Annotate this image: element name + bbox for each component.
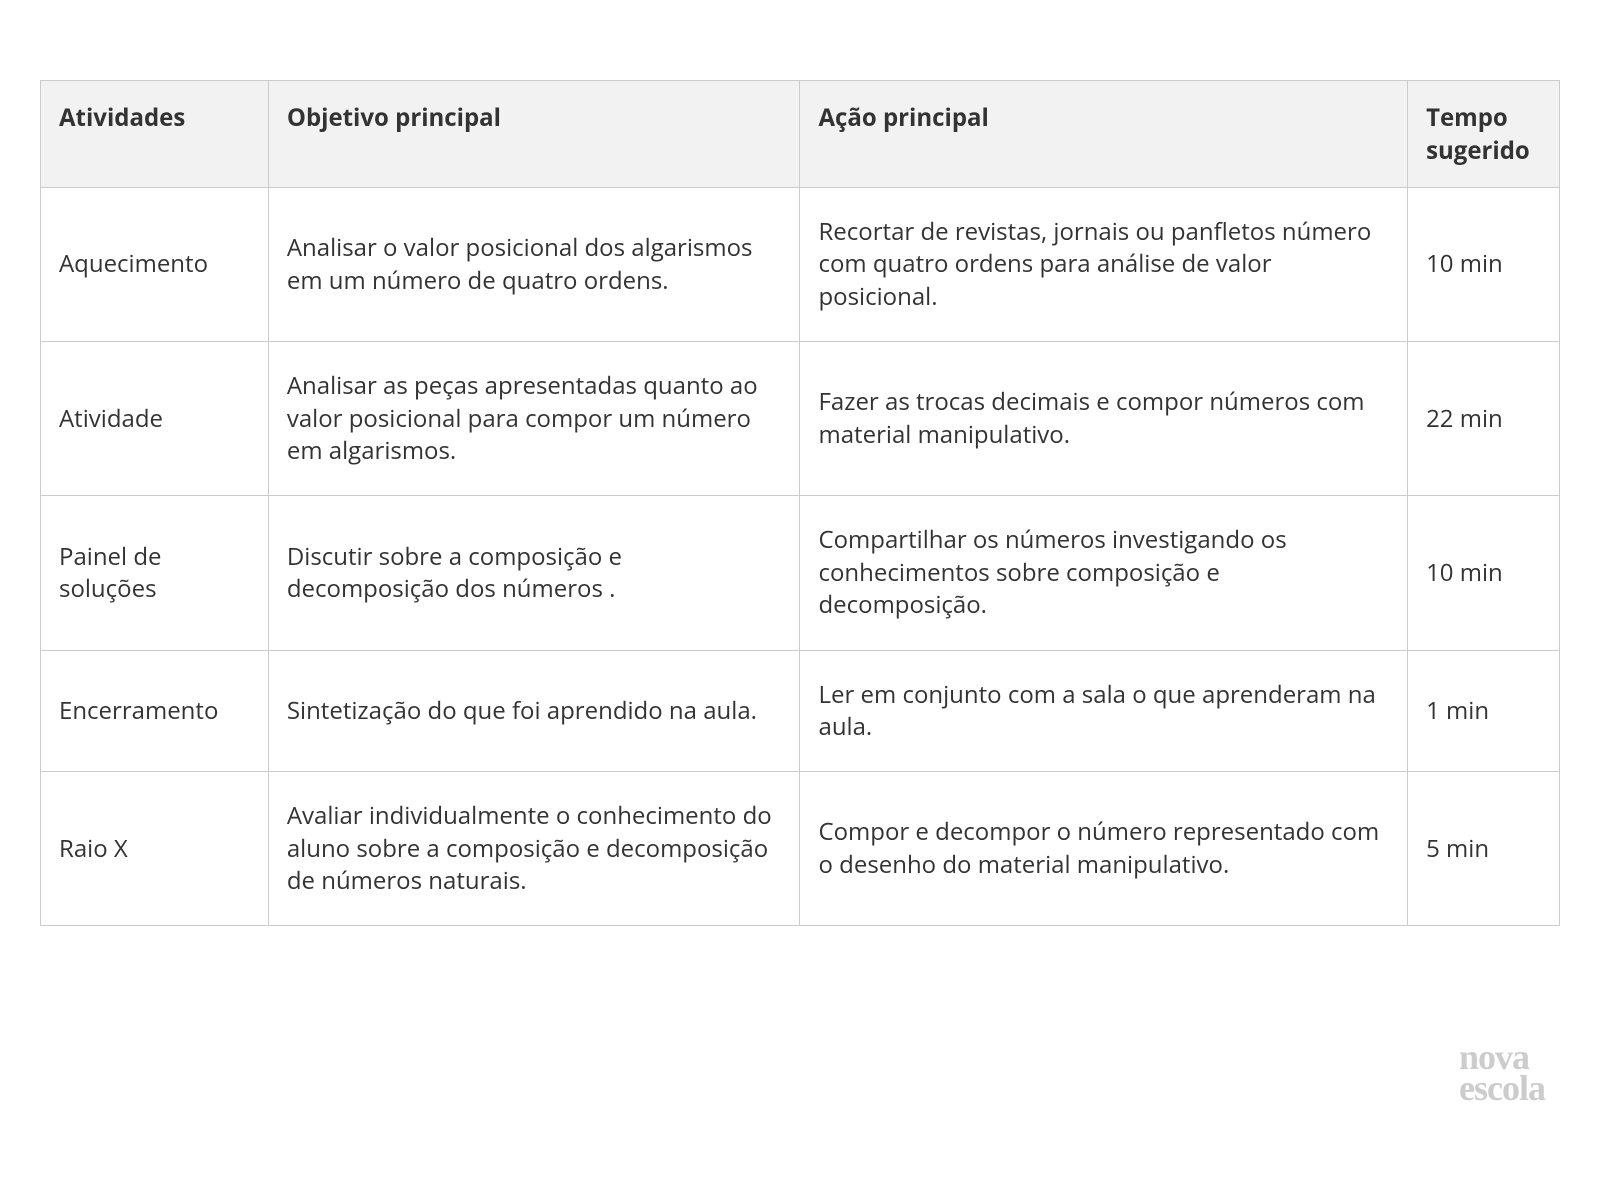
nova-escola-logo: nova escola <box>1459 1042 1545 1105</box>
table-row: Raio X Avaliar individualmente o conheci… <box>41 772 1560 926</box>
cell-tempo: 10 min <box>1408 496 1560 650</box>
cell-atividade: Raio X <box>41 772 269 926</box>
cell-objetivo: Analisar o valor posicional dos algarism… <box>268 188 800 342</box>
header-tempo: Tempo sugerido <box>1408 81 1560 188</box>
cell-acao: Compartilhar os números investigando os … <box>800 496 1408 650</box>
cell-atividade: Painel de soluções <box>41 496 269 650</box>
table-header-row: Atividades Objetivo principal Ação princ… <box>41 81 1560 188</box>
cell-acao: Recortar de revistas, jornais ou panflet… <box>800 188 1408 342</box>
cell-acao: Compor e decompor o número representado … <box>800 772 1408 926</box>
cell-atividade: Atividade <box>41 342 269 496</box>
cell-tempo: 22 min <box>1408 342 1560 496</box>
cell-atividade: Aquecimento <box>41 188 269 342</box>
table-row: Atividade Analisar as peças apresentadas… <box>41 342 1560 496</box>
header-acao: Ação principal <box>800 81 1408 188</box>
cell-atividade: Encerramento <box>41 650 269 772</box>
cell-objetivo: Sintetização do que foi aprendido na aul… <box>268 650 800 772</box>
cell-tempo: 10 min <box>1408 188 1560 342</box>
cell-objetivo: Analisar as peças apresentadas quanto ao… <box>268 342 800 496</box>
cell-tempo: 5 min <box>1408 772 1560 926</box>
cell-tempo: 1 min <box>1408 650 1560 772</box>
table-row: Encerramento Sintetização do que foi apr… <box>41 650 1560 772</box>
table-row: Aquecimento Analisar o valor posicional … <box>41 188 1560 342</box>
logo-line2: escola <box>1459 1073 1545 1105</box>
cell-acao: Ler em conjunto com a sala o que aprende… <box>800 650 1408 772</box>
table-row: Painel de soluções Discutir sobre a comp… <box>41 496 1560 650</box>
table-body: Aquecimento Analisar o valor posicional … <box>41 188 1560 926</box>
cell-objetivo: Discutir sobre a composição e decomposiç… <box>268 496 800 650</box>
header-objetivo: Objetivo principal <box>268 81 800 188</box>
activities-table: Atividades Objetivo principal Ação princ… <box>40 80 1560 926</box>
cell-acao: Fazer as trocas decimais e compor número… <box>800 342 1408 496</box>
header-atividades: Atividades <box>41 81 269 188</box>
cell-objetivo: Avaliar individualmente o conhecimento d… <box>268 772 800 926</box>
